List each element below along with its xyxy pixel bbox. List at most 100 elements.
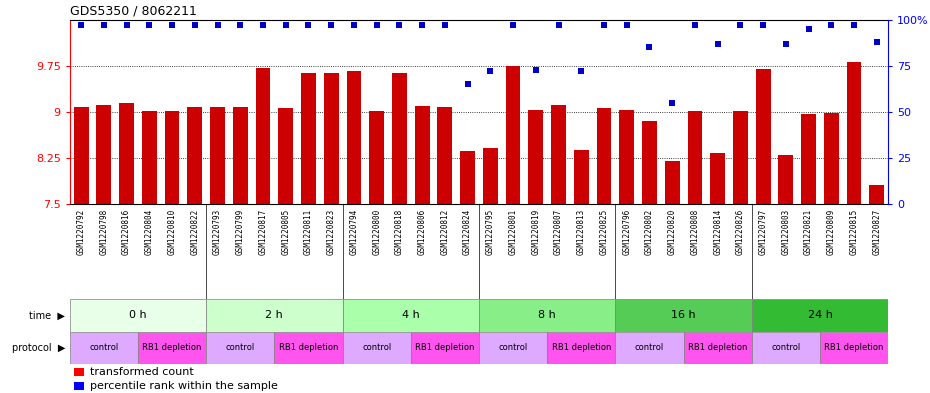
Bar	[138, 332, 206, 364]
Text: GSM1220812: GSM1220812	[440, 209, 449, 255]
Point	[460, 81, 475, 88]
Bar	[870, 185, 884, 393]
Text: percentile rank within the sample: percentile rank within the sample	[90, 381, 278, 391]
Point	[778, 40, 793, 47]
Point	[73, 22, 88, 28]
Bar	[437, 107, 452, 393]
Bar	[165, 111, 179, 393]
Text: GSM1220816: GSM1220816	[122, 209, 131, 255]
Point	[665, 99, 680, 106]
Point	[437, 22, 452, 28]
Point	[801, 26, 816, 32]
Point	[483, 68, 498, 75]
Bar	[687, 111, 702, 393]
Text: transformed count: transformed count	[90, 367, 194, 377]
Point	[165, 22, 179, 28]
Text: control: control	[362, 343, 392, 352]
Bar	[392, 73, 406, 393]
Text: GSM1220808: GSM1220808	[690, 209, 699, 255]
Text: GSM1220810: GSM1220810	[167, 209, 177, 255]
Bar	[506, 66, 521, 393]
Point	[687, 22, 702, 28]
Bar	[73, 368, 84, 376]
Bar	[751, 299, 888, 332]
Bar	[547, 332, 616, 364]
Text: GSM1220806: GSM1220806	[418, 209, 427, 255]
Point	[210, 22, 225, 28]
Text: GSM1220799: GSM1220799	[235, 209, 245, 255]
Bar	[574, 150, 589, 393]
Text: RB1 depletion: RB1 depletion	[824, 343, 884, 352]
Bar	[342, 299, 479, 332]
Point	[324, 22, 339, 28]
Bar	[232, 107, 247, 393]
Point	[187, 22, 202, 28]
Text: 0 h: 0 h	[129, 310, 147, 320]
Point	[392, 22, 406, 28]
Bar	[619, 110, 634, 393]
Point	[301, 22, 316, 28]
Bar	[256, 68, 271, 393]
Point	[506, 22, 521, 28]
Text: GSM1220795: GSM1220795	[485, 209, 495, 255]
Text: GSM1220824: GSM1220824	[463, 209, 472, 255]
Bar	[733, 111, 748, 393]
Text: GSM1220792: GSM1220792	[76, 209, 86, 255]
Text: GSM1220821: GSM1220821	[804, 209, 813, 255]
Point	[415, 22, 430, 28]
Bar	[97, 105, 112, 393]
Text: GSM1220825: GSM1220825	[600, 209, 608, 255]
Bar	[756, 69, 770, 393]
Text: GSM1220807: GSM1220807	[554, 209, 563, 255]
Text: 8 h: 8 h	[538, 310, 556, 320]
Point	[574, 68, 589, 75]
Point	[347, 22, 362, 28]
Bar	[187, 107, 202, 393]
Text: GSM1220798: GSM1220798	[100, 209, 109, 255]
Point	[711, 40, 725, 47]
Text: RB1 depletion: RB1 depletion	[279, 343, 339, 352]
Bar	[70, 299, 206, 332]
Bar	[479, 299, 616, 332]
Point	[256, 22, 271, 28]
Point	[824, 22, 839, 28]
Text: GSM1220815: GSM1220815	[849, 209, 858, 255]
Text: GSM1220797: GSM1220797	[759, 209, 767, 255]
Bar	[73, 382, 84, 390]
Bar	[70, 332, 138, 364]
Text: RB1 depletion: RB1 depletion	[415, 343, 474, 352]
Text: 24 h: 24 h	[807, 310, 832, 320]
Text: GSM1220817: GSM1220817	[259, 209, 268, 255]
Text: GSM1220796: GSM1220796	[622, 209, 631, 255]
Bar	[820, 332, 888, 364]
Point	[142, 22, 157, 28]
Point	[642, 44, 657, 50]
Bar	[206, 332, 274, 364]
Text: GSM1220823: GSM1220823	[326, 209, 336, 255]
Bar	[642, 121, 657, 393]
Bar	[801, 114, 816, 393]
Bar	[483, 148, 498, 393]
Text: protocol  ▶: protocol ▶	[12, 343, 65, 353]
Bar	[119, 103, 134, 393]
Text: GSM1220819: GSM1220819	[531, 209, 540, 255]
Point	[619, 22, 634, 28]
Bar	[274, 332, 342, 364]
Point	[846, 22, 861, 28]
Bar	[347, 71, 361, 393]
Text: time  ▶: time ▶	[29, 310, 65, 320]
Bar	[711, 153, 725, 393]
Bar	[751, 332, 820, 364]
Text: 16 h: 16 h	[671, 310, 696, 320]
Point	[369, 22, 384, 28]
Text: control: control	[498, 343, 527, 352]
Text: RB1 depletion: RB1 depletion	[142, 343, 202, 352]
Text: GSM1220814: GSM1220814	[713, 209, 723, 255]
Point	[596, 22, 611, 28]
Point	[870, 39, 884, 45]
Bar	[846, 62, 861, 393]
Point	[756, 22, 771, 28]
Text: GSM1220826: GSM1220826	[736, 209, 745, 255]
Bar	[342, 332, 411, 364]
Text: RB1 depletion: RB1 depletion	[688, 343, 748, 352]
